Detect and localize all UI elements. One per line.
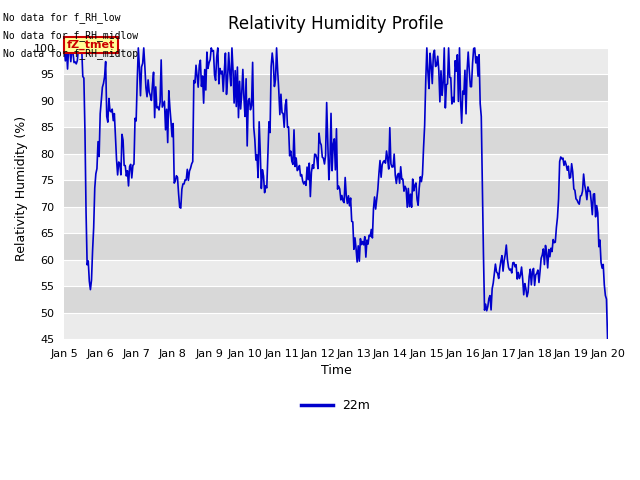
Text: No data for f_RH_low: No data for f_RH_low xyxy=(3,12,121,23)
X-axis label: Time: Time xyxy=(321,364,351,377)
Bar xyxy=(64,180,607,207)
Title: Relativity Humidity Profile: Relativity Humidity Profile xyxy=(228,15,444,33)
Bar xyxy=(64,233,607,260)
Bar xyxy=(64,101,607,127)
Text: No data for f_RH_midtop: No data for f_RH_midtop xyxy=(3,48,138,60)
Text: fZ_tmet: fZ_tmet xyxy=(67,40,115,50)
Bar xyxy=(64,207,607,233)
Bar xyxy=(64,312,607,339)
Bar xyxy=(64,48,607,74)
Bar xyxy=(64,260,607,286)
Bar xyxy=(64,286,607,312)
Bar xyxy=(64,74,607,101)
Bar xyxy=(64,154,607,180)
Legend: 22m: 22m xyxy=(296,394,376,417)
Text: No data for f_RH_midlow: No data for f_RH_midlow xyxy=(3,30,138,41)
Bar xyxy=(64,127,607,154)
Y-axis label: Relativity Humidity (%): Relativity Humidity (%) xyxy=(15,116,28,261)
